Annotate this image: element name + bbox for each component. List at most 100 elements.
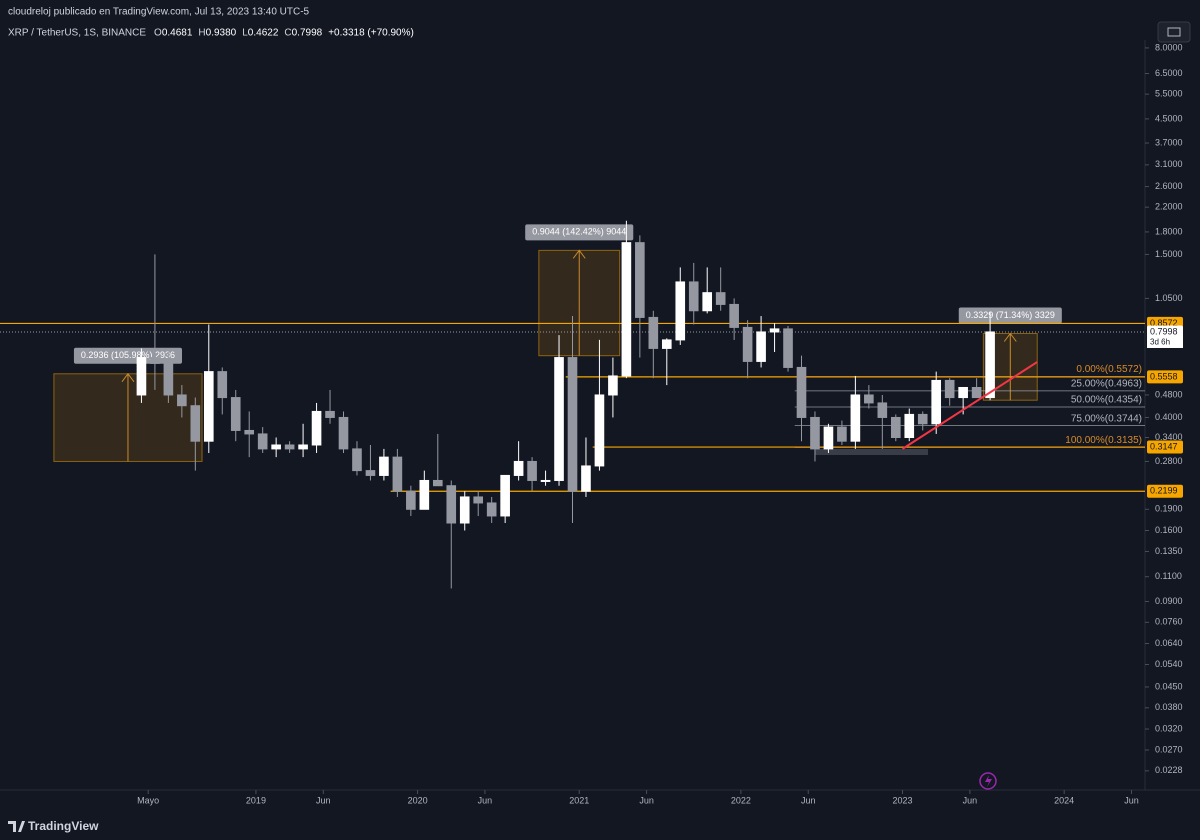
x-tick-label: Mayo <box>137 795 159 805</box>
y-tick-label: 1.5000 <box>1155 249 1183 259</box>
fib-label: 25.00%(0.4963) <box>1071 378 1142 389</box>
x-tick-label: 2022 <box>731 795 751 805</box>
price-label: 0.5558 <box>1150 371 1178 381</box>
countdown-bg <box>1147 336 1183 348</box>
ohlc-key: O <box>154 28 162 39</box>
ohlc-value: 0.7998 <box>292 28 323 39</box>
measure-arrow <box>572 249 586 356</box>
range-marker <box>815 449 928 455</box>
x-tick-label: Jun <box>1124 795 1139 805</box>
snapshot-button[interactable] <box>1157 21 1191 43</box>
x-tick-label: 2021 <box>569 795 589 805</box>
candle-body <box>190 405 201 442</box>
candle-body <box>527 460 537 481</box>
candle-body <box>298 444 308 450</box>
y-tick-label: 3.7000 <box>1155 137 1183 147</box>
y-tick-label: 0.1900 <box>1155 504 1183 514</box>
candle-body <box>311 410 322 446</box>
brand-name: TradingView <box>28 819 99 833</box>
brand-logo <box>8 821 25 832</box>
candle-body <box>917 413 928 425</box>
x-tick-label: Jun <box>801 795 816 805</box>
y-tick-label: 1.8000 <box>1155 226 1183 236</box>
candle-body <box>608 375 618 396</box>
candle-body <box>325 410 335 418</box>
candle-body <box>163 362 174 396</box>
x-tick-label: 2024 <box>1054 795 1074 805</box>
candle-body <box>352 448 362 472</box>
x-tick-label: 2020 <box>408 795 428 805</box>
candle-body <box>769 328 780 333</box>
ohlc-value: 0.4622 <box>248 28 279 39</box>
y-tick-label: 0.0270 <box>1155 744 1183 754</box>
candle-body <box>284 444 295 450</box>
measure-arrow <box>121 372 135 462</box>
candle-body <box>729 303 739 328</box>
candle-body <box>338 416 349 450</box>
candle-body <box>823 426 834 450</box>
symbol-line: XRP / TetherUS, 1S, BINANCE O 0.4681 H 0.938… <box>8 28 414 39</box>
candle-body <box>675 281 686 341</box>
candle-body <box>931 379 942 425</box>
measure-label-bg <box>525 224 634 241</box>
y-tick-label: 0.0320 <box>1155 723 1183 733</box>
candle-body <box>661 339 672 349</box>
candle-body <box>567 357 578 492</box>
price-label-bg <box>1147 370 1183 384</box>
candle-body <box>648 316 659 349</box>
measure-label-bg <box>958 307 1062 324</box>
y-tick-label: 0.0450 <box>1155 681 1183 691</box>
candle-body <box>742 326 753 362</box>
price-change: +0.3318 (+70.90%) <box>328 28 414 39</box>
y-tick-label: 0.0760 <box>1155 617 1183 627</box>
y-tick-label: 3.1000 <box>1155 159 1183 169</box>
footer-bar <box>0 814 1200 840</box>
price-label: 0.8572 <box>1150 318 1178 328</box>
measure-label: 0.2936 (105.98%) 2936 <box>81 350 175 360</box>
ohlc-key: C <box>284 28 291 39</box>
candle-body <box>177 394 187 407</box>
candle-body <box>473 496 484 504</box>
candle-body <box>540 479 551 482</box>
y-tick-label: 0.1600 <box>1155 525 1183 535</box>
price-label: 0.7998 <box>1150 326 1178 336</box>
y-tick-label: 0.0640 <box>1155 638 1183 648</box>
candle-body <box>365 470 376 476</box>
price-label-bg <box>1147 325 1183 339</box>
candle-body <box>635 242 645 318</box>
x-tick-label: Jun <box>316 795 331 805</box>
x-tick-label: Jun <box>478 795 493 805</box>
y-tick-label: 0.1350 <box>1155 546 1183 556</box>
candle-body <box>392 456 403 492</box>
alert-icon[interactable] <box>979 772 997 790</box>
author-line: cloudreloj publicado en TradingView.com,… <box>8 7 310 18</box>
ohlc-value: 0.9380 <box>206 28 237 39</box>
price-label: 0.2199 <box>1150 486 1178 496</box>
candle-body <box>136 357 147 396</box>
candle-body <box>513 460 524 476</box>
candle-body <box>796 366 807 418</box>
y-tick-label: 0.1100 <box>1155 571 1182 581</box>
alert-bolt <box>985 775 992 787</box>
candle-body <box>621 242 632 377</box>
ohlc-value: 0.4681 <box>162 28 193 39</box>
candle-body <box>217 371 228 399</box>
y-tick-label: 0.4800 <box>1155 389 1183 399</box>
price-label-bg <box>1147 440 1183 454</box>
measure-label: 0.9044 (142.42%) 9044 <box>532 227 626 237</box>
candle-body <box>783 328 793 368</box>
candle-body <box>944 379 955 399</box>
candle-body <box>257 433 268 450</box>
fib-label: 75.00%(0.3744) <box>1071 413 1142 424</box>
candle-body <box>432 479 443 487</box>
y-tick-label: 4.5000 <box>1155 113 1183 123</box>
trendline <box>901 361 1038 450</box>
candle-body <box>904 413 915 439</box>
measure-arrow <box>1003 332 1017 401</box>
candle-body <box>459 496 470 524</box>
measure-label: 0.3329 (71.34%) 3329 <box>966 310 1055 320</box>
x-tick-label: Jun <box>963 795 978 805</box>
candle-body <box>554 357 564 481</box>
